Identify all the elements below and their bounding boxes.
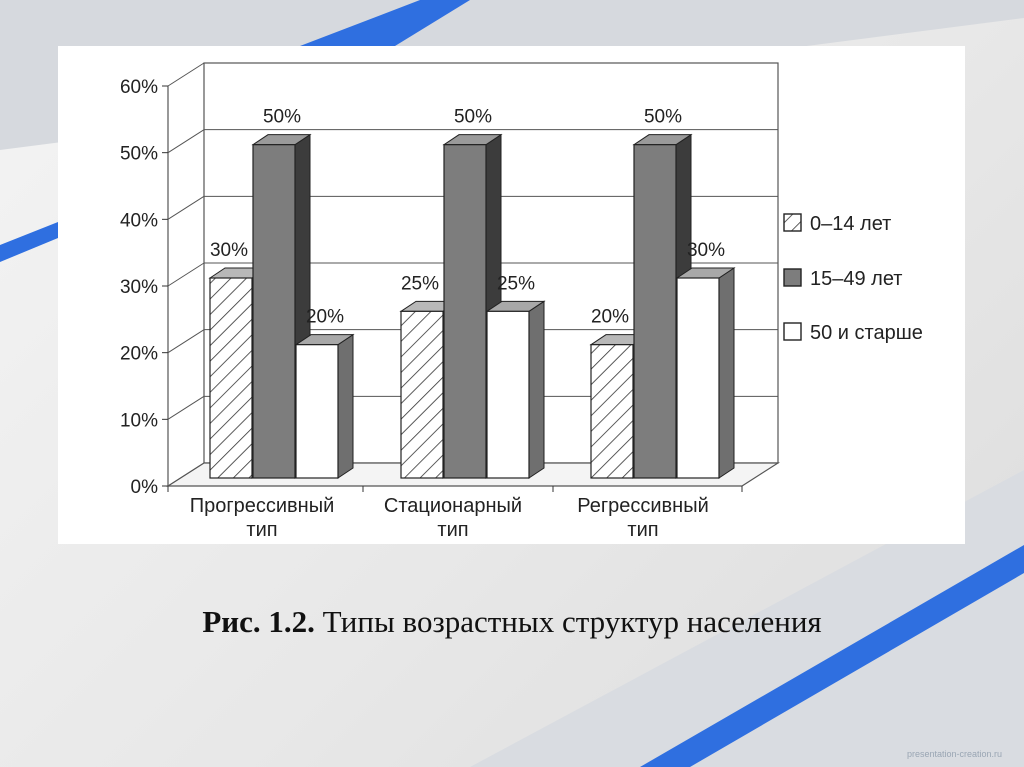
grid-diagonal [167, 62, 205, 87]
bar [252, 144, 296, 479]
figure-caption: Рис. 1.2. Типы возрастных структур насел… [0, 604, 1024, 640]
grid-diagonal [167, 329, 205, 354]
chart-panel: 0% 10% 20% 30% 40% 50% 60% 30% 50% 20% Прогрессивн… [58, 46, 965, 544]
grid-diagonal [167, 462, 205, 487]
bar-side [718, 267, 735, 479]
y-tick-label: 40% [120, 210, 158, 231]
data-label: 25% [401, 273, 439, 294]
y-tick-label: 10% [120, 410, 158, 431]
bar [590, 344, 634, 479]
watermark: presentation-creation.ru [906, 749, 1002, 759]
bar [486, 310, 530, 479]
y-tick-label: 60% [120, 77, 158, 98]
bar [443, 144, 487, 479]
legend-label: 15–49 лет [810, 268, 902, 290]
bar [209, 277, 253, 479]
data-label: 25% [497, 273, 535, 294]
data-label: 20% [591, 307, 629, 328]
data-label: 50% [454, 107, 492, 128]
bar [633, 144, 677, 479]
x-tick-label: Стационарный [384, 495, 522, 517]
legend-swatch [783, 213, 802, 232]
y-tick-label: 0% [131, 477, 159, 498]
x-tick-label-line2: тип [246, 519, 277, 541]
grid-diagonal [167, 262, 205, 287]
grid-diagonal [167, 129, 205, 154]
caption-text: Типы возрастных структур населения [322, 604, 822, 639]
legend-label: 50 и старше [810, 322, 923, 344]
x-tick-label: Прогрессивный [190, 495, 335, 517]
grid-diagonal [167, 195, 205, 220]
data-label: 30% [687, 240, 725, 261]
caption-label: Рис. 1.2. [202, 604, 315, 639]
grid-diagonal [167, 395, 205, 420]
bar [676, 277, 720, 479]
x-tick-label: Регрессивный [577, 495, 709, 517]
y-tick-label: 20% [120, 344, 158, 365]
bar [400, 310, 444, 479]
bar-side [528, 300, 545, 479]
top-blue-stripe [300, 0, 470, 46]
legend-swatch [783, 322, 802, 341]
data-label: 50% [263, 107, 301, 128]
data-label: 20% [306, 307, 344, 328]
data-label: 30% [210, 240, 248, 261]
bar-chart: 0% 10% 20% 30% 40% 50% 60% 30% 50% 20% Прогрессивн… [120, 62, 923, 541]
legend-label: 0–14 лет [810, 213, 891, 235]
bottom-blue-stripe [640, 545, 1024, 767]
y-tick-label: 50% [120, 144, 158, 165]
x-tick-label-line2: тип [627, 519, 658, 541]
legend-swatch [783, 268, 802, 287]
bar-side [337, 333, 354, 479]
bar [295, 344, 339, 479]
data-label: 50% [644, 107, 682, 128]
y-tick-label: 30% [120, 277, 158, 298]
left-blue-stripe [0, 222, 58, 262]
x-tick-label-line2: тип [437, 519, 468, 541]
